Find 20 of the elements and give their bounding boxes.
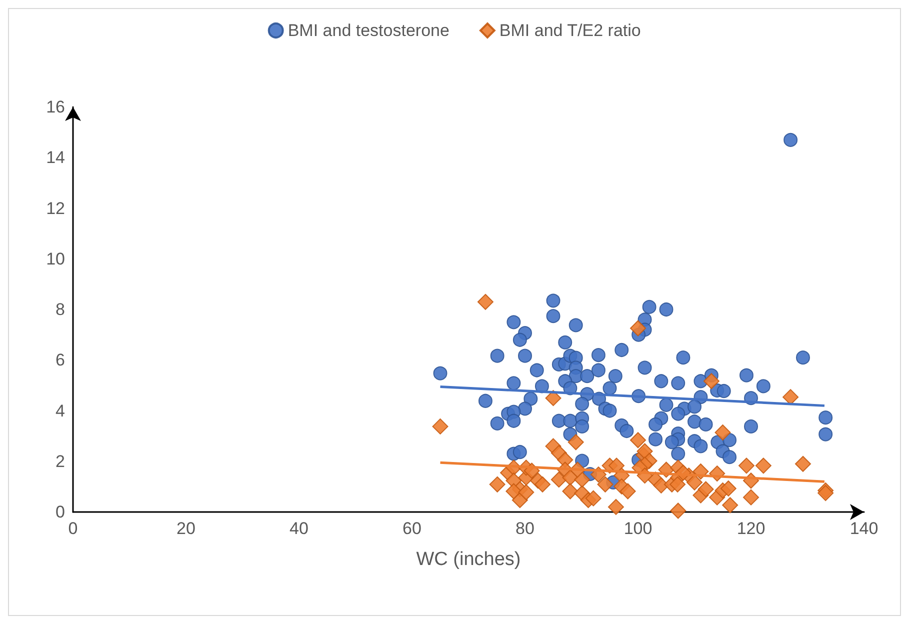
y-tick-label: 2 [56,452,65,471]
x-tick-label: 80 [516,519,534,538]
x-tick-label: 20 [176,519,196,538]
legend-label: BMI and T/E2 ratio [499,21,641,40]
y-tick-label: 6 [56,350,65,370]
y-tick-label: 12 [46,198,65,218]
x-tick-label: 60 [402,519,422,538]
x-axis-title: WC (inches) [416,549,521,570]
legend-label: BMI and testosterone [288,21,450,40]
x-tick-label: 100 [624,519,652,538]
x-tick-label: 0 [68,519,78,538]
x-tick-label: 40 [290,519,308,538]
y-tick-label: 8 [56,300,65,319]
x-tick-label: 140 [850,519,878,538]
y-tick-label: 4 [56,401,65,420]
y-tick-label: 14 [46,148,65,168]
y-tick-label: 16 [46,98,65,116]
y-tick-label: 0 [56,502,65,522]
y-tick-label: 10 [46,249,65,268]
x-tick-label: 120 [736,519,766,538]
